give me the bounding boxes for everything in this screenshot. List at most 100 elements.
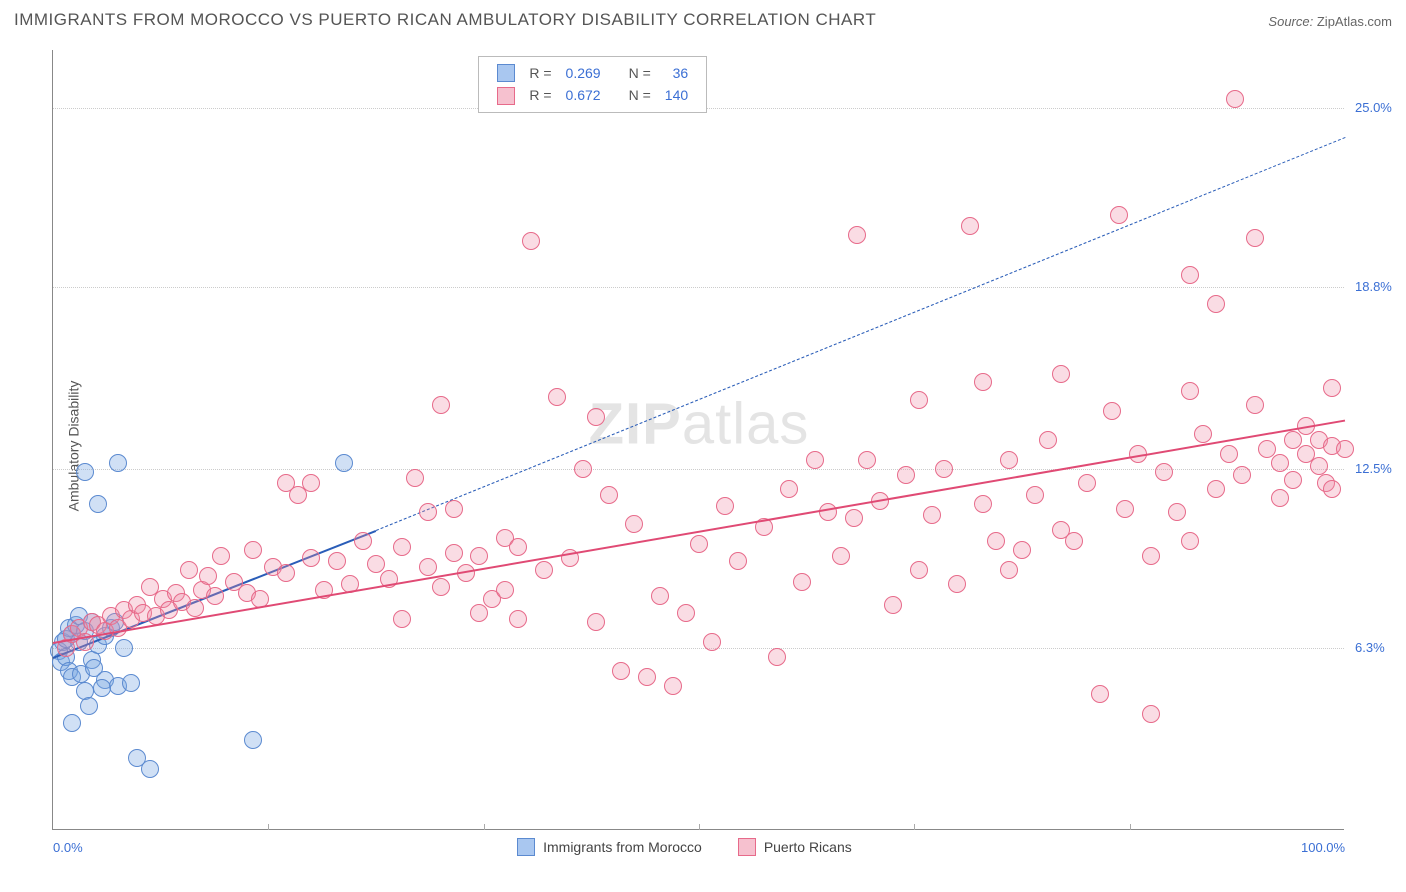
data-point-puerto_ricans bbox=[328, 552, 346, 570]
data-point-morocco bbox=[76, 463, 94, 481]
x-gridline bbox=[484, 824, 485, 830]
data-point-puerto_ricans bbox=[845, 509, 863, 527]
data-point-morocco bbox=[89, 495, 107, 513]
data-point-puerto_ricans bbox=[1078, 474, 1096, 492]
data-point-puerto_ricans bbox=[1310, 457, 1328, 475]
data-point-puerto_ricans bbox=[1168, 503, 1186, 521]
data-point-puerto_ricans bbox=[1000, 561, 1018, 579]
data-point-puerto_ricans bbox=[509, 538, 527, 556]
data-point-puerto_ricans bbox=[1271, 454, 1289, 472]
data-point-puerto_ricans bbox=[1052, 365, 1070, 383]
data-point-morocco bbox=[141, 760, 159, 778]
data-point-puerto_ricans bbox=[1284, 431, 1302, 449]
data-point-puerto_ricans bbox=[1336, 440, 1354, 458]
data-point-puerto_ricans bbox=[548, 388, 566, 406]
data-point-puerto_ricans bbox=[1246, 396, 1264, 414]
legend-n-label: N = bbox=[623, 63, 657, 83]
data-point-puerto_ricans bbox=[302, 474, 320, 492]
source-label: Source: bbox=[1268, 14, 1313, 29]
data-point-puerto_ricans bbox=[1220, 445, 1238, 463]
data-point-puerto_ricans bbox=[470, 604, 488, 622]
legend-n-value: 36 bbox=[659, 63, 694, 83]
data-point-puerto_ricans bbox=[780, 480, 798, 498]
data-point-morocco bbox=[115, 639, 133, 657]
data-point-puerto_ricans bbox=[470, 547, 488, 565]
data-point-puerto_ricans bbox=[1194, 425, 1212, 443]
data-point-puerto_ricans bbox=[445, 544, 463, 562]
data-point-puerto_ricans bbox=[1116, 500, 1134, 518]
data-point-puerto_ricans bbox=[768, 648, 786, 666]
x-gridline bbox=[1130, 824, 1131, 830]
data-point-puerto_ricans bbox=[393, 538, 411, 556]
data-point-puerto_ricans bbox=[1000, 451, 1018, 469]
data-point-puerto_ricans bbox=[496, 581, 514, 599]
x-gridline bbox=[268, 824, 269, 830]
data-point-puerto_ricans bbox=[612, 662, 630, 680]
data-point-puerto_ricans bbox=[1181, 266, 1199, 284]
legend-series: Immigrants from MoroccoPuerto Ricans bbox=[517, 838, 852, 856]
y-tick-label: 18.8% bbox=[1355, 279, 1392, 294]
data-point-puerto_ricans bbox=[212, 547, 230, 565]
data-point-puerto_ricans bbox=[987, 532, 1005, 550]
legend-n-value: 140 bbox=[659, 85, 694, 105]
data-point-puerto_ricans bbox=[1103, 402, 1121, 420]
legend-n-label: N = bbox=[623, 85, 657, 105]
data-point-puerto_ricans bbox=[1271, 489, 1289, 507]
trend-line bbox=[376, 137, 1345, 531]
data-point-puerto_ricans bbox=[897, 466, 915, 484]
x-tick-label: 100.0% bbox=[1301, 840, 1345, 855]
data-point-puerto_ricans bbox=[1155, 463, 1173, 481]
data-point-puerto_ricans bbox=[509, 610, 527, 628]
y-gridline bbox=[53, 648, 1344, 649]
data-point-puerto_ricans bbox=[1142, 547, 1160, 565]
data-point-morocco bbox=[80, 697, 98, 715]
data-point-puerto_ricans bbox=[638, 668, 656, 686]
data-point-puerto_ricans bbox=[910, 391, 928, 409]
data-point-puerto_ricans bbox=[690, 535, 708, 553]
data-point-puerto_ricans bbox=[574, 460, 592, 478]
data-point-puerto_ricans bbox=[1233, 466, 1251, 484]
data-point-puerto_ricans bbox=[445, 500, 463, 518]
data-point-puerto_ricans bbox=[367, 555, 385, 573]
data-point-puerto_ricans bbox=[600, 486, 618, 504]
legend-r-value: 0.269 bbox=[560, 63, 607, 83]
y-gridline bbox=[53, 287, 1344, 288]
data-point-puerto_ricans bbox=[1091, 685, 1109, 703]
legend-row: R =0.672 N =140 bbox=[491, 85, 694, 105]
data-point-puerto_ricans bbox=[1323, 379, 1341, 397]
data-point-puerto_ricans bbox=[1013, 541, 1031, 559]
legend-r-value: 0.672 bbox=[560, 85, 607, 105]
legend-series-item: Puerto Ricans bbox=[738, 838, 852, 856]
chart-root: IMMIGRANTS FROM MOROCCO VS PUERTO RICAN … bbox=[0, 0, 1406, 892]
legend-swatch bbox=[497, 64, 515, 82]
x-gridline bbox=[699, 824, 700, 830]
data-point-puerto_ricans bbox=[1181, 532, 1199, 550]
data-point-morocco bbox=[109, 454, 127, 472]
data-point-puerto_ricans bbox=[244, 541, 262, 559]
legend-swatch bbox=[738, 838, 756, 856]
data-point-puerto_ricans bbox=[186, 599, 204, 617]
data-point-puerto_ricans bbox=[1258, 440, 1276, 458]
legend-series-label: Puerto Ricans bbox=[764, 839, 852, 855]
source-value: ZipAtlas.com bbox=[1317, 14, 1392, 29]
data-point-puerto_ricans bbox=[858, 451, 876, 469]
y-tick-label: 12.5% bbox=[1355, 461, 1392, 476]
data-point-puerto_ricans bbox=[522, 232, 540, 250]
legend-r-label: R = bbox=[523, 85, 557, 105]
data-point-puerto_ricans bbox=[935, 460, 953, 478]
source-attribution: Source: ZipAtlas.com bbox=[1268, 14, 1392, 29]
data-point-puerto_ricans bbox=[664, 677, 682, 695]
data-point-puerto_ricans bbox=[716, 497, 734, 515]
data-point-morocco bbox=[122, 674, 140, 692]
data-point-puerto_ricans bbox=[1142, 705, 1160, 723]
data-point-puerto_ricans bbox=[1181, 382, 1199, 400]
data-point-puerto_ricans bbox=[419, 558, 437, 576]
data-point-puerto_ricans bbox=[625, 515, 643, 533]
data-point-puerto_ricans bbox=[848, 226, 866, 244]
data-point-puerto_ricans bbox=[587, 408, 605, 426]
x-gridline bbox=[914, 824, 915, 830]
data-point-puerto_ricans bbox=[910, 561, 928, 579]
data-point-puerto_ricans bbox=[703, 633, 721, 651]
data-point-puerto_ricans bbox=[1284, 471, 1302, 489]
data-point-morocco bbox=[335, 454, 353, 472]
